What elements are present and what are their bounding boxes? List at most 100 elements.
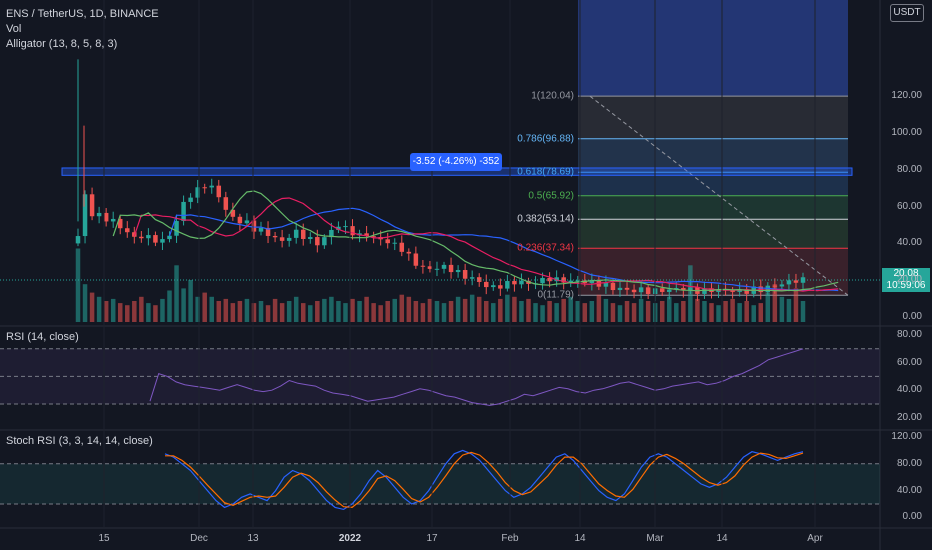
volume-bar [237,301,243,322]
volume-bar [758,303,764,322]
volume-bar [603,298,609,322]
candle-body [89,194,95,217]
measure-label: -3.52 (-4.26%) -352 [410,153,502,171]
candle-body [357,233,362,236]
candle-body [195,187,200,198]
volume-bar [476,296,482,322]
candle-body [209,185,214,188]
volume-bar [667,296,672,322]
candle-body [575,280,581,282]
volume-bar [540,305,545,322]
volume-bar [448,301,454,322]
volume-bar [230,303,236,322]
candle-body [624,287,630,290]
currency-button[interactable]: USDT [890,4,924,22]
volume-bar [561,298,566,322]
volume-bar [779,296,785,322]
alligator-indicator-label[interactable]: Alligator (13, 8, 5, 8, 3) [6,38,118,50]
candle-body [540,277,545,284]
time-axis-tick: 14 [716,533,728,544]
time-axis-tick: Dec [190,533,208,544]
volume-bar [716,305,721,322]
candle-body [434,268,440,270]
volume-bar [146,303,151,322]
alligator-line [112,190,839,292]
volume-bar [293,296,299,322]
fib-extension-zone [578,0,848,97]
candle-body [223,197,229,210]
candle-body [638,287,644,293]
candle-body [617,287,623,291]
volume-bar [455,296,461,322]
candle-body [188,197,193,202]
volume-bar [251,303,257,322]
time-axis-tick: Mar [646,533,664,544]
volume-bar [744,301,749,322]
volume-bar [462,298,468,322]
stoch-rsi-pane-title[interactable]: Stoch RSI (3, 3, 14, 14, close) [6,435,153,447]
candle-body [265,227,271,236]
volume-bar [406,296,412,322]
rsi-axis-tick: 60.00 [896,356,922,368]
time-axis-tick: 17 [426,533,438,544]
volume-bar [223,298,229,322]
rsi-pane-title[interactable]: RSI (14, close) [6,331,79,343]
fib-zone [578,96,848,139]
candle-body [385,239,390,244]
candle-body [103,212,109,222]
candle-body [702,288,707,294]
volume-bar [160,298,165,322]
candle-body [462,270,468,279]
volume-bar [103,301,109,322]
stoch-k-line [164,449,804,511]
volume-bar [167,290,172,322]
volume-bar [582,303,588,322]
volume-bar [132,301,137,322]
price-axis-tick: 80.00 [896,163,922,175]
candle-body [392,242,397,244]
volume-bar [610,303,616,322]
candle-body [146,235,151,239]
rsi-axis-tick: 80.00 [896,329,922,340]
candle-body [244,220,250,224]
volume-bar [125,305,130,322]
volume-bar [413,301,419,322]
volume-bar [357,301,362,322]
volume-bar [117,303,123,322]
volume-bar [589,301,595,322]
volume-indicator-label[interactable]: Vol [6,23,22,35]
volume-bar [174,265,179,322]
volume-bar [420,303,426,322]
rsi-axis-tick: 20.00 [896,411,922,423]
time-axis-tick: Feb [501,533,519,544]
candle-body [329,229,334,238]
price-axis-tick: 60.00 [896,200,922,212]
symbol-title[interactable]: ENS / TetherUS, 1D, BINANCE [6,8,159,20]
candle-body [75,236,81,244]
alligator-line [168,207,839,292]
fib-level-label: 0.786(96.88) [517,133,574,145]
fib-level-label: 0.618(78.69) [517,166,574,178]
volume-bar [371,303,376,322]
volume-bar [505,294,510,322]
volume-bar [498,298,503,322]
time-axis-tick: Apr [807,533,823,544]
candle-body [786,280,792,285]
stoch-d-line [165,451,804,509]
candle-body [554,277,559,282]
time-axis-tick: 15 [98,533,110,544]
candle-body [455,270,461,273]
volume-bar [688,265,693,322]
candle-body [117,218,123,229]
candle-body [469,277,475,279]
volume-bar [786,298,792,322]
candle-body [568,280,573,283]
volume-bar [82,284,88,322]
candle-body [139,236,144,239]
volume-bar [737,303,742,322]
price-axis-tick: 0.00 [902,311,922,322]
candle-body [399,242,405,252]
fib-zone [578,195,848,220]
volume-bar [533,303,538,322]
